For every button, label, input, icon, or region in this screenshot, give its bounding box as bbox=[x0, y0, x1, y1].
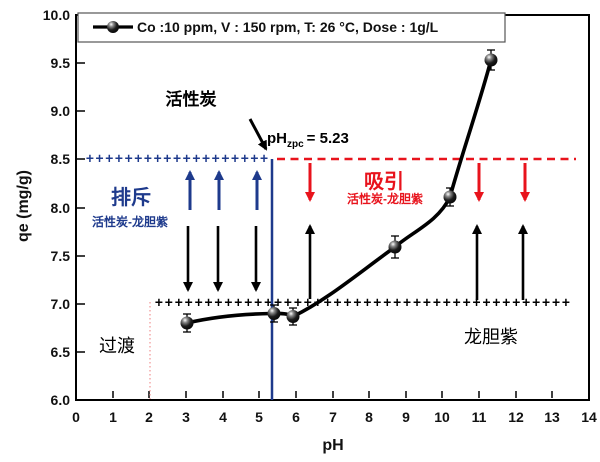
annotation-phzpc: pHzpc = 5.23 bbox=[267, 130, 349, 150]
x-tick-label: 7 bbox=[329, 409, 337, 425]
data-point bbox=[388, 240, 402, 254]
plot-frame bbox=[75, 14, 590, 401]
y-tick-label: 9.0 bbox=[50, 103, 70, 119]
positive-charge-row-carbon: +++++++++++++++++++ bbox=[86, 152, 270, 167]
x-tick-label: 4 bbox=[219, 409, 227, 425]
x-tick-label: 13 bbox=[544, 409, 560, 425]
repulsion-up-arrows bbox=[185, 170, 262, 210]
attraction-up-arrows bbox=[305, 224, 528, 300]
attraction-down-arrows bbox=[305, 163, 530, 202]
phzpc-main: pH bbox=[267, 130, 287, 147]
annotation-transition: 过渡 bbox=[99, 336, 135, 356]
annotation-activated-carbon: 活性炭 bbox=[165, 90, 217, 109]
x-axis-ticks bbox=[75, 391, 590, 398]
annotation-gentian-violet: 龙胆紫 bbox=[464, 327, 518, 347]
legend-label: Co :10 ppm, V : 150 rpm, T: 26 °C, Dose … bbox=[137, 19, 439, 35]
x-tick-label: 3 bbox=[182, 409, 190, 425]
x-tick-label: 9 bbox=[402, 409, 410, 425]
x-tick-label: 2 bbox=[145, 409, 153, 425]
y-axis-title: qe (mg/g) bbox=[15, 170, 32, 242]
data-point bbox=[286, 310, 300, 323]
repulsion-down-arrows bbox=[183, 226, 261, 292]
annotation-repulsion-pair: 活性炭-龙胆紫 bbox=[92, 215, 168, 229]
y-tick-label: 7.0 bbox=[50, 296, 70, 312]
annotation-attraction: 吸引 bbox=[364, 171, 404, 193]
y-tick-label: 9.5 bbox=[50, 55, 70, 71]
y-tick-label: 10.0 bbox=[42, 7, 70, 23]
y-tick-label: 6.0 bbox=[50, 392, 70, 408]
x-tick-label: 5 bbox=[255, 409, 263, 425]
data-point bbox=[484, 53, 498, 67]
y-tick-label: 8.5 bbox=[50, 151, 70, 167]
x-tick-label: 14 bbox=[581, 409, 597, 425]
y-tick-label: 6.5 bbox=[50, 344, 70, 360]
data-points bbox=[180, 53, 498, 330]
x-axis-title: pH bbox=[322, 437, 344, 454]
x-tick-label: 6 bbox=[292, 409, 300, 425]
qe-vs-ph-curve bbox=[185, 58, 493, 325]
annotation-repulsion: 排斥 bbox=[111, 187, 151, 209]
positive-charge-row-dye: ++++++++++++++++++++++++++++++++++++++++… bbox=[155, 296, 572, 311]
legend-marker-symbol bbox=[107, 21, 119, 33]
data-point bbox=[180, 316, 194, 330]
y-tick-label: 8.0 bbox=[50, 200, 70, 216]
data-point bbox=[443, 190, 457, 204]
y-tick-label: 7.5 bbox=[50, 248, 70, 264]
x-tick-label: 0 bbox=[72, 409, 80, 425]
x-tick-label: 1 bbox=[109, 409, 117, 425]
x-tick-label: 8 bbox=[365, 409, 373, 425]
data-point bbox=[267, 307, 281, 320]
legend-box bbox=[77, 12, 506, 43]
phzpc-pointer-arrow bbox=[248, 118, 268, 151]
x-tick-label: 12 bbox=[508, 409, 524, 425]
annotation-attraction-pair: 活性炭-龙胆紫 bbox=[347, 192, 423, 206]
phzpc-subscript: zpc bbox=[287, 139, 304, 150]
phzpc-value: = 5.23 bbox=[306, 130, 349, 147]
x-tick-label: 10 bbox=[434, 409, 450, 425]
x-tick-label: 11 bbox=[471, 409, 487, 425]
